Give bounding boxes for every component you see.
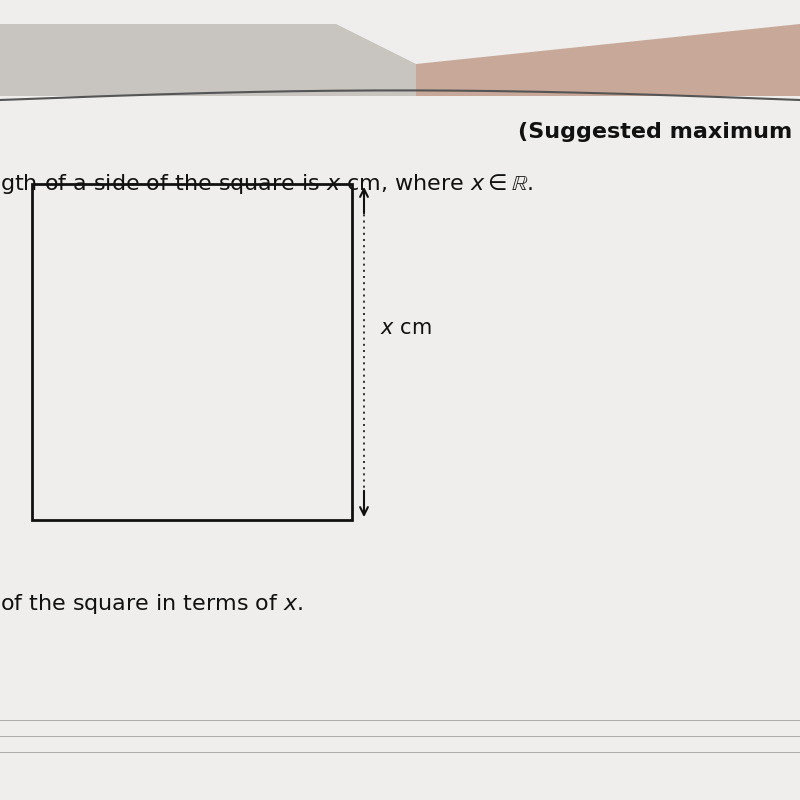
- Polygon shape: [0, 24, 416, 96]
- Text: gth of a side of the square is $x$ cm, where $x \in \mathbb{R}.$: gth of a side of the square is $x$ cm, w…: [0, 172, 534, 196]
- Polygon shape: [416, 24, 800, 96]
- Text: (Suggested maximum: (Suggested maximum: [518, 122, 792, 142]
- Text: of the square in terms of $x$.: of the square in terms of $x$.: [0, 592, 303, 616]
- Bar: [32, 184, 352, 520]
- Text: $x$ cm: $x$ cm: [380, 318, 431, 338]
